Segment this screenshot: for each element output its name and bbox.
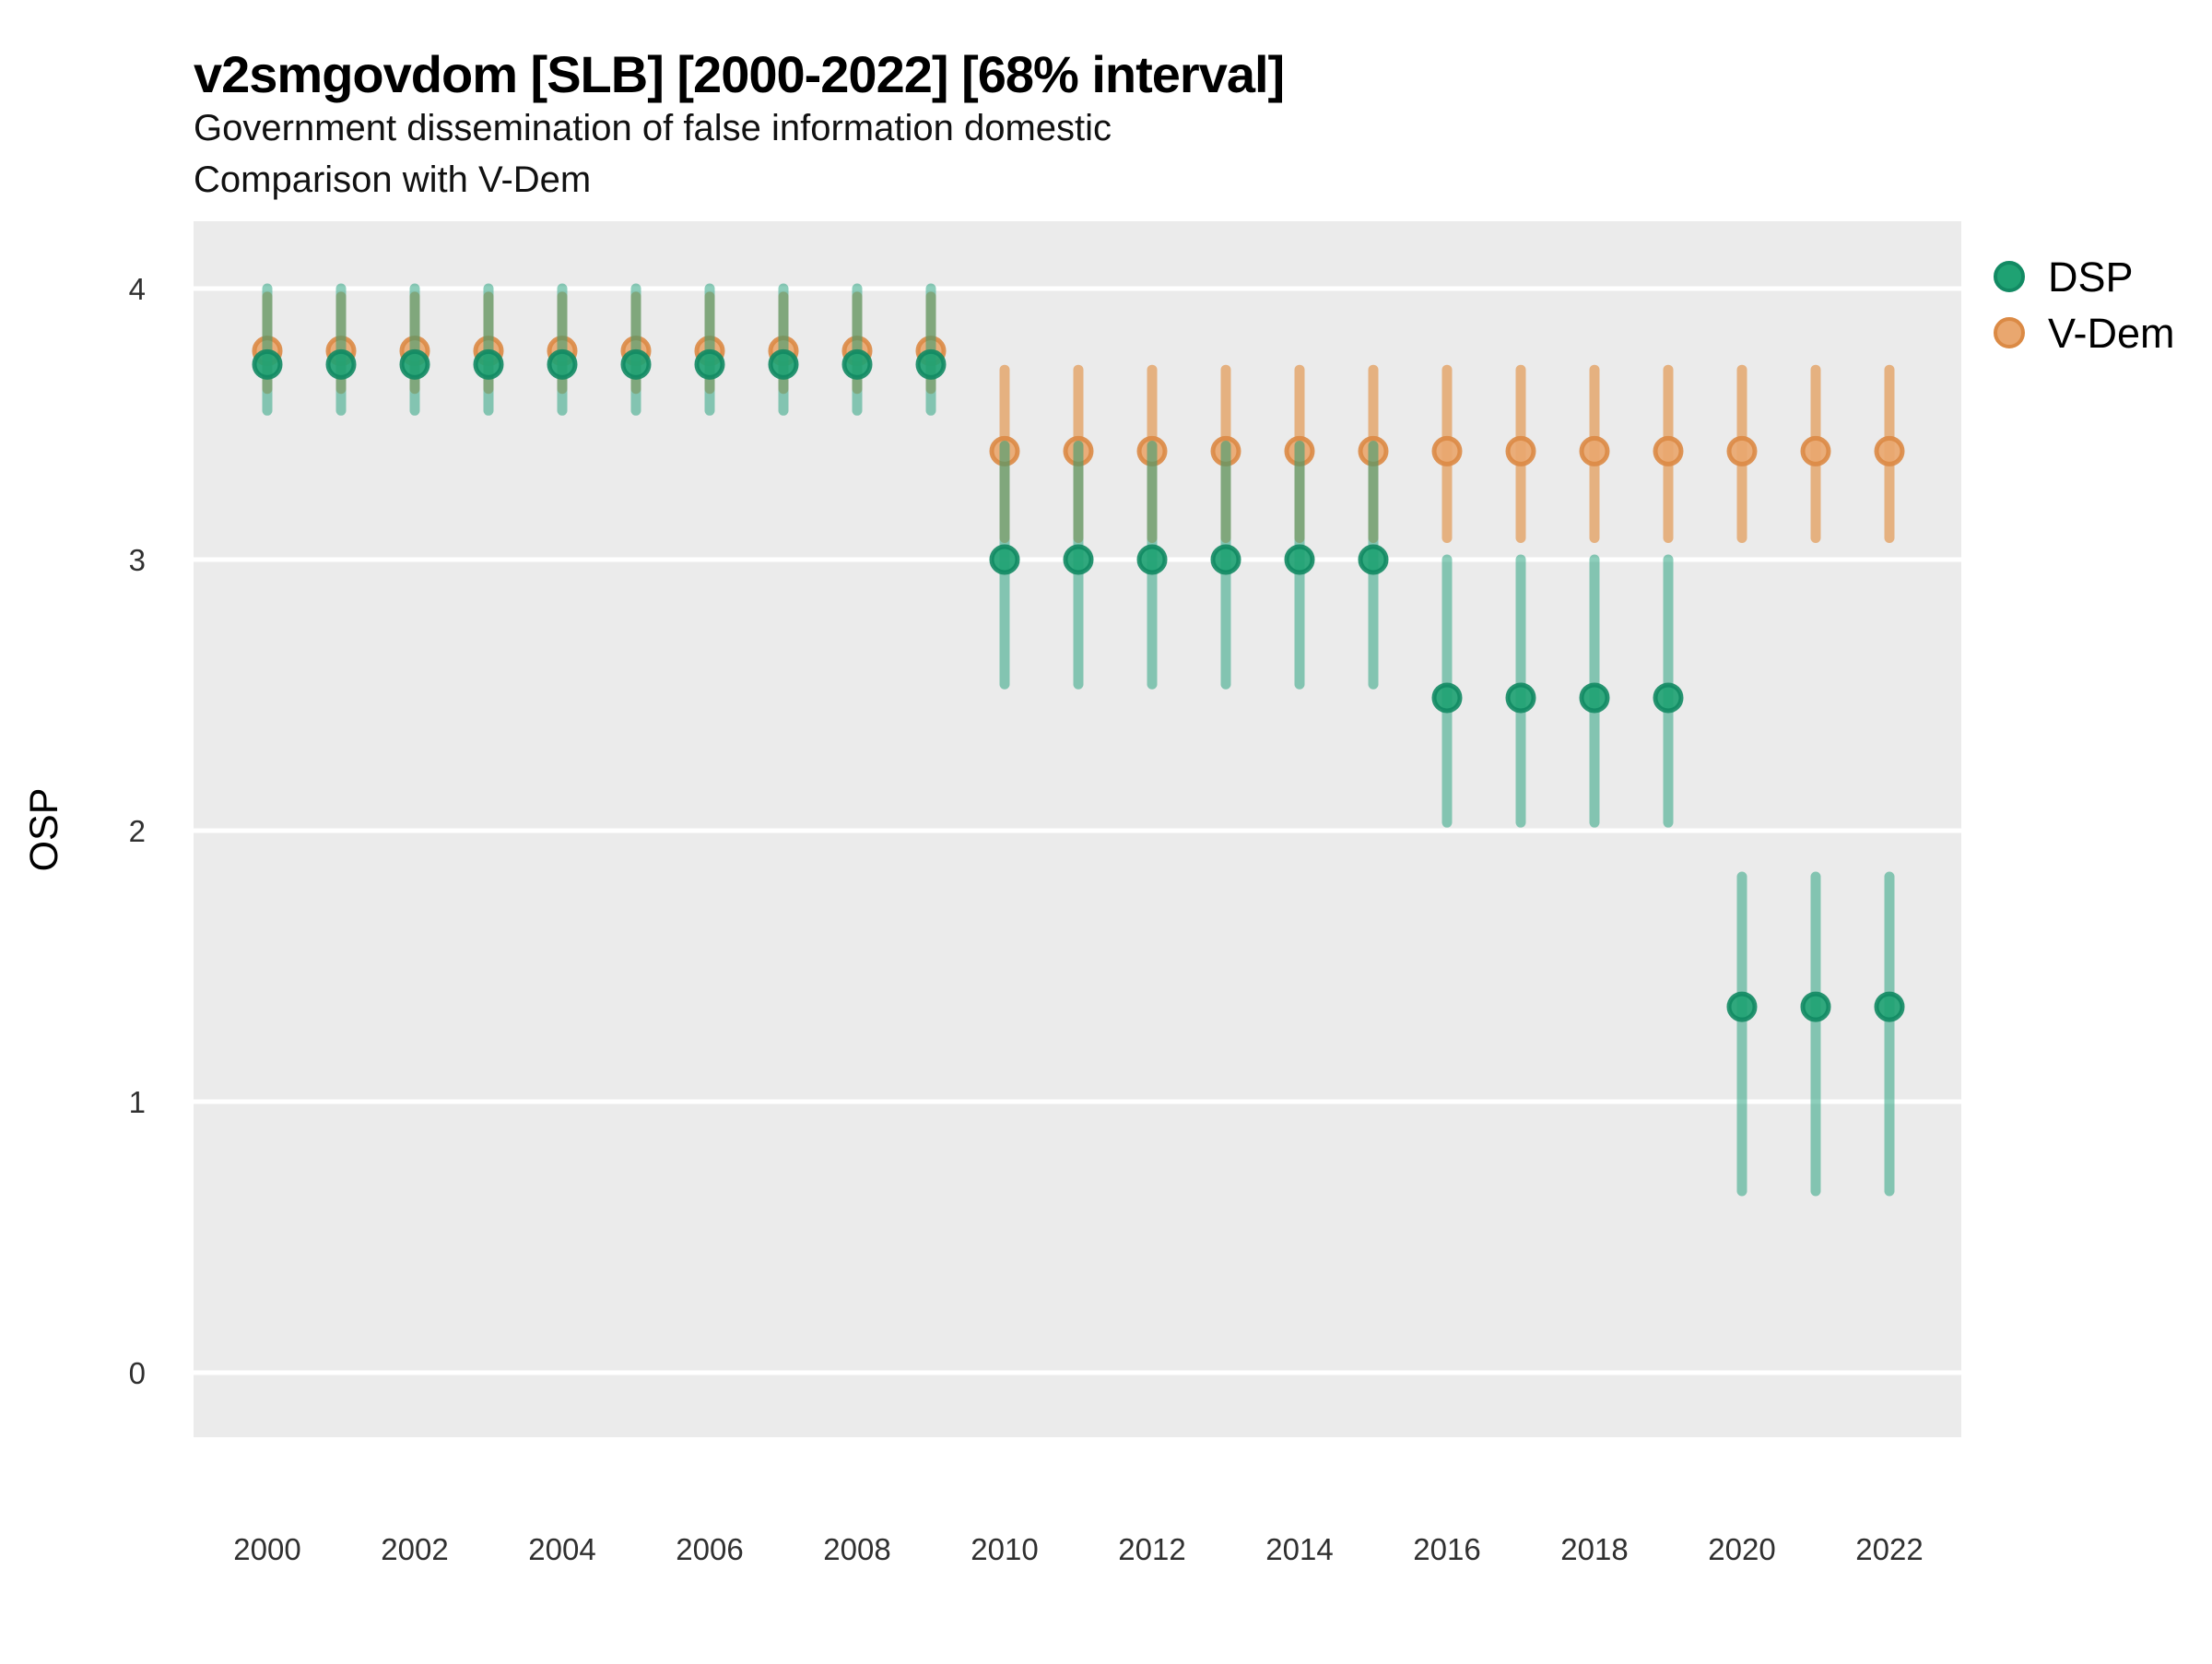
dsp-point-2014 [1284,544,1315,575]
dsp-point-2020 [1726,991,1758,1022]
dsp-point-2009 [915,348,947,380]
vdem-point-2019 [1653,435,1684,466]
dsp-point-2017 [1505,682,1536,714]
y-tick-label-3: 3 [129,543,146,577]
dsp-point-2012 [1136,544,1168,575]
y-tick-label-0: 0 [129,1356,146,1390]
dsp-point-2011 [1063,544,1094,575]
series-layer [252,283,1905,1197]
vdem-point-2022 [1874,435,1905,466]
dsp-point-2001 [325,348,357,380]
dsp-point-2021 [1800,991,1831,1022]
y-tick-label-2: 2 [129,814,146,848]
dsp-point-2022 [1874,991,1905,1022]
x-tick-label-2010: 2010 [971,1532,1038,1566]
dsp-point-2008 [841,348,873,380]
y-tick-label-1: 1 [129,1085,146,1119]
chart-subtitle-line1: Government dissemination of false inform… [194,108,1112,148]
dsp-point-2019 [1653,682,1684,714]
dsp-point-2000 [252,348,283,380]
vdem-point-2018 [1579,435,1610,466]
x-tick-label-2002: 2002 [381,1532,448,1566]
chart-subtitle-line2: Comparison with V-Dem [194,159,591,200]
dsp-point-2002 [399,348,430,380]
x-tick-label-2012: 2012 [1118,1532,1185,1566]
x-tick-label-2018: 2018 [1560,1532,1628,1566]
x-tick-label-2016: 2016 [1413,1532,1480,1566]
x-tick-label-2020: 2020 [1708,1532,1775,1566]
y-axis-tick-labels: 0 1 2 3 4 [129,272,146,1390]
legend-entry-vdem: V-Dem [1994,310,2175,357]
legend-marker-vdem [1994,317,2025,348]
vdem-point-2021 [1800,435,1831,466]
y-tick-label-4: 4 [129,272,146,306]
legend: DSP V-Dem [1994,254,2175,357]
vdem-point-2017 [1505,435,1536,466]
x-tick-label-2000: 2000 [233,1532,300,1566]
x-tick-label-2004: 2004 [528,1532,595,1566]
dsp-point-2006 [694,348,725,380]
legend-label-dsp: DSP [2048,254,2134,301]
dsp-point-2004 [547,348,578,380]
y-axis-title: OSP [22,788,66,872]
dsp-point-2010 [989,544,1020,575]
dsp-point-2007 [768,348,799,380]
legend-label-vdem: V-Dem [2048,310,2175,357]
x-tick-label-2014: 2014 [1265,1532,1333,1566]
vdem-point-2016 [1431,435,1463,466]
dsp-point-2013 [1210,544,1241,575]
legend-entry-dsp: DSP [1994,254,2134,301]
x-tick-label-2008: 2008 [823,1532,890,1566]
vdem-point-2020 [1726,435,1758,466]
dsp-point-2005 [620,348,652,380]
dsp-point-2003 [473,348,504,380]
dsp-points [252,348,1905,1022]
legend-marker-dsp [1994,261,2025,292]
x-axis-tick-labels: 2000 2002 2004 2006 2008 2010 2012 2014 2016 2018… [233,1532,1923,1566]
dsp-point-2016 [1431,682,1463,714]
x-tick-label-2006: 2006 [676,1532,743,1566]
chart-title: v2smgovdom [SLB] [2000-2022] [68% interv… [194,45,1284,103]
dsp-point-2018 [1579,682,1610,714]
dsp-point-2015 [1358,544,1389,575]
x-tick-label-2022: 2022 [1855,1532,1923,1566]
